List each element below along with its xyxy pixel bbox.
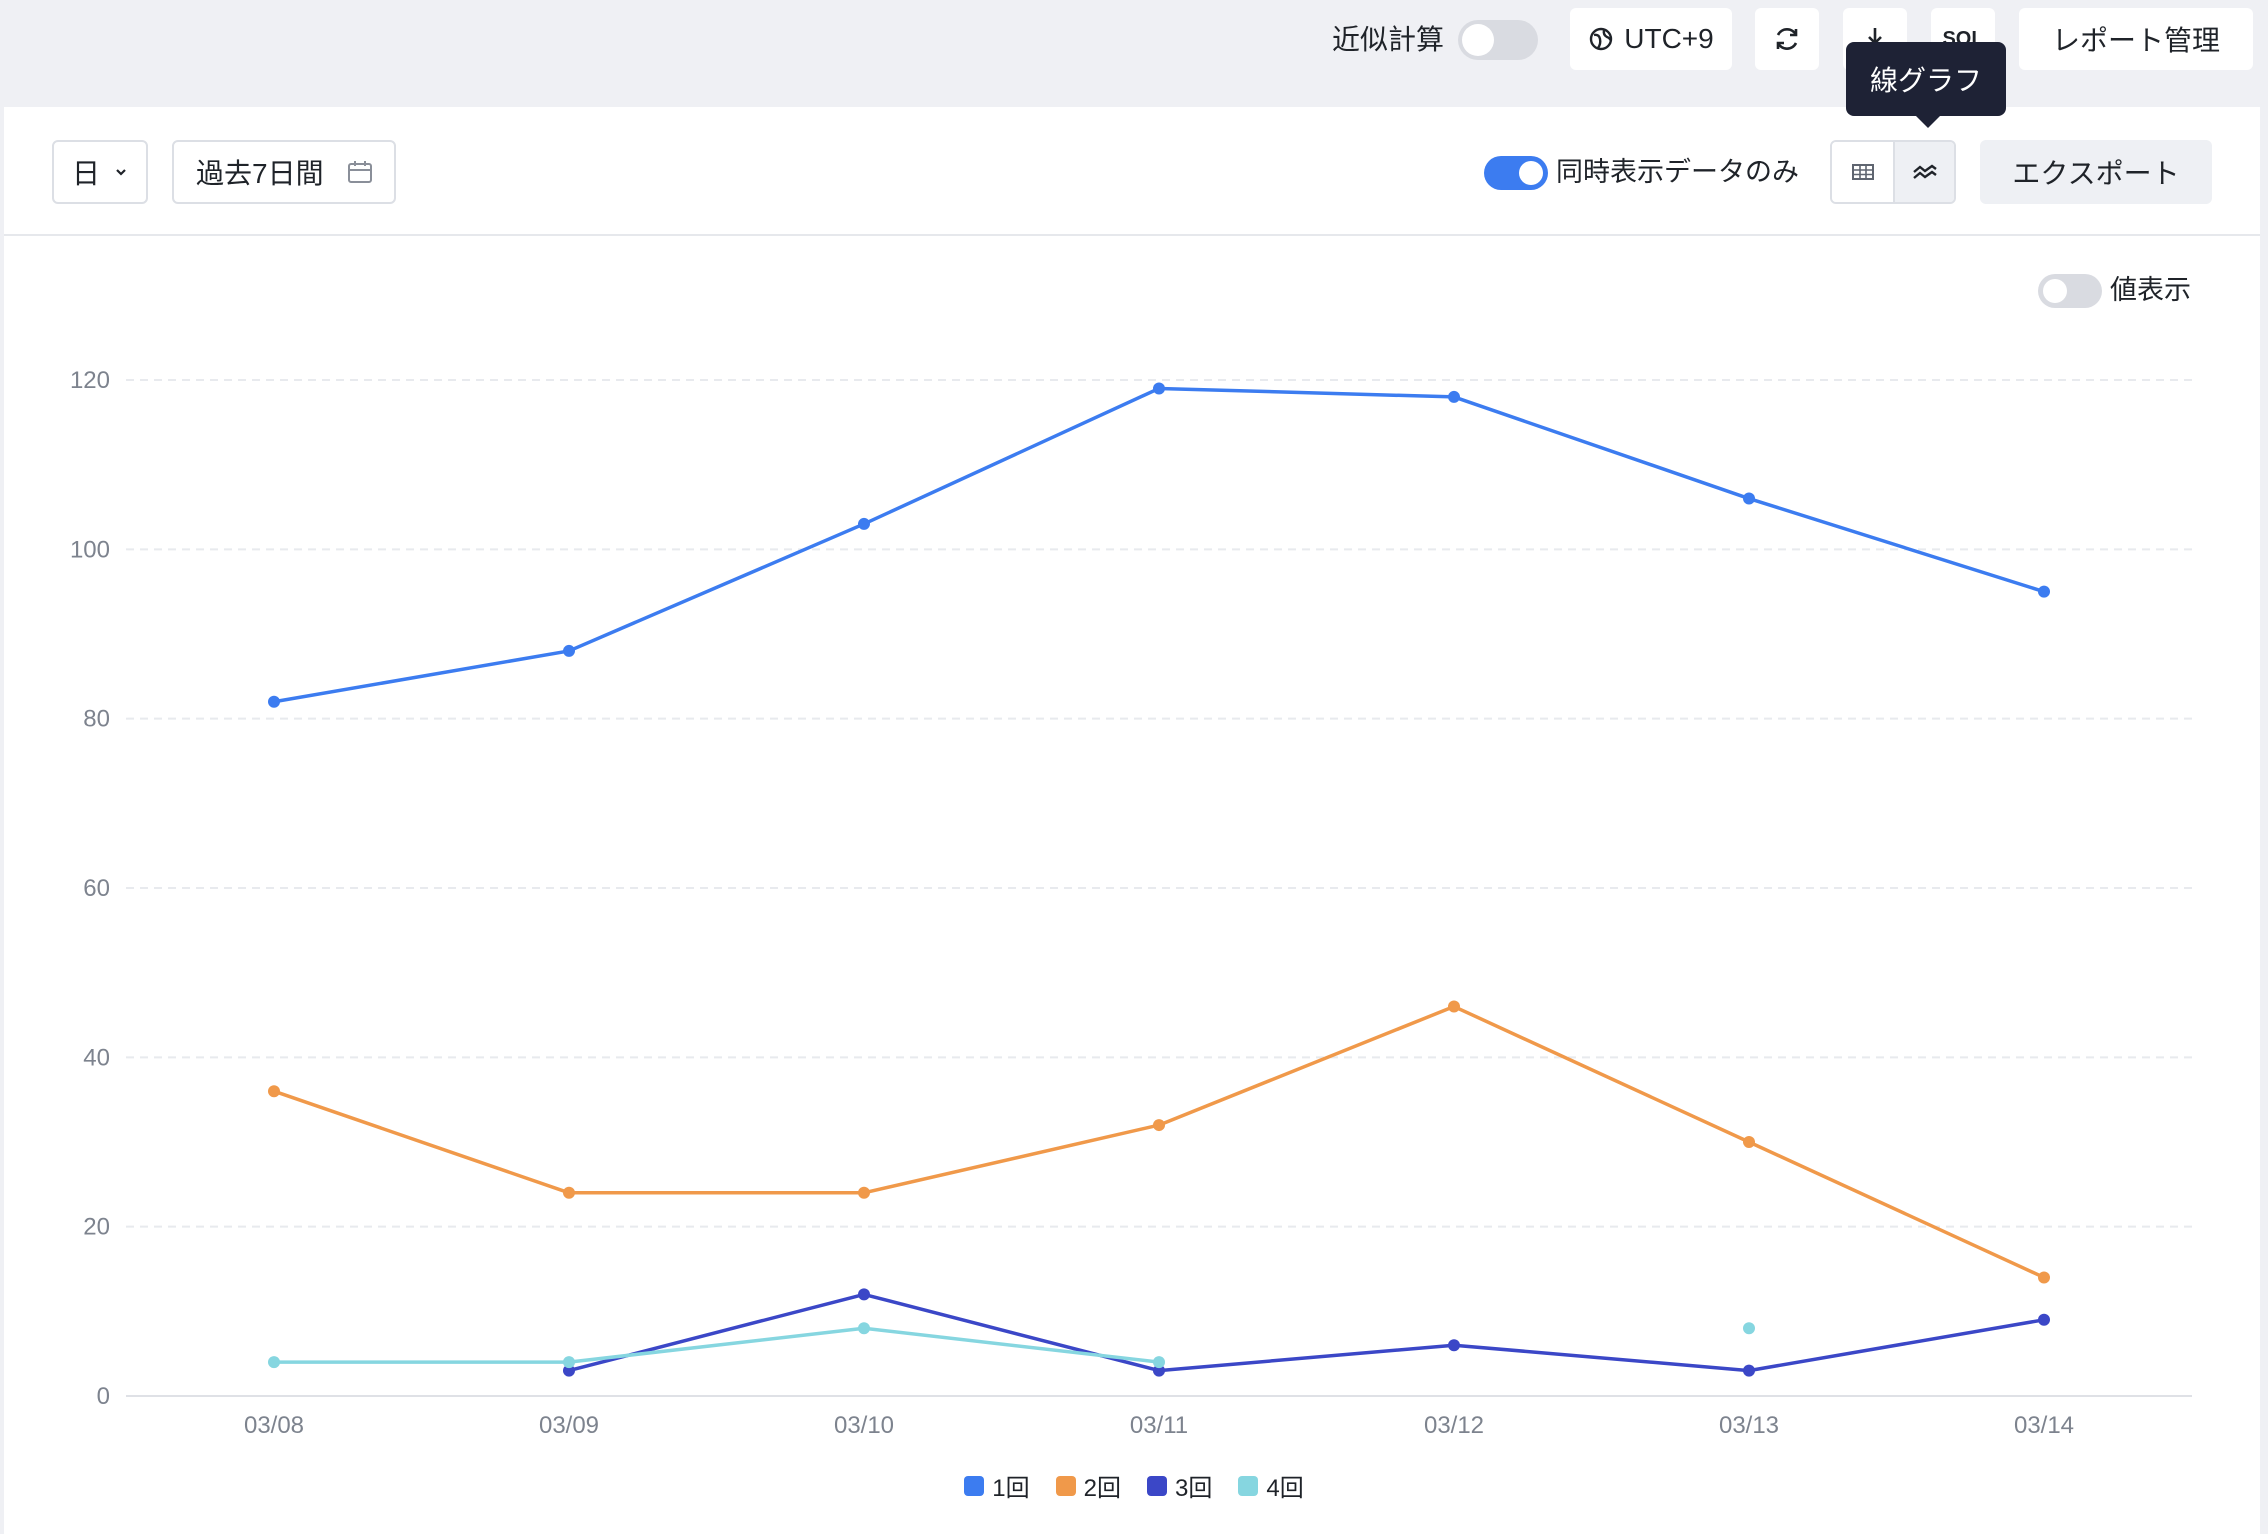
legend-item-4[interactable]: 4回: [1238, 1468, 1304, 1503]
approx-calc-label: 近似計算: [1332, 24, 1445, 55]
globe-icon: [1590, 27, 1613, 51]
data-point-series-3: [1153, 1364, 1165, 1377]
data-point-series-2: [858, 1186, 870, 1199]
data-point-series-2: [563, 1186, 575, 1199]
y-tick-label: 80: [83, 706, 110, 733]
granularity-value: 日: [72, 158, 101, 189]
toolbar-divider: [4, 234, 2260, 236]
chevron-down-icon: [116, 169, 126, 176]
data-point-series-4: [1153, 1356, 1165, 1369]
data-point-series-1: [268, 695, 280, 708]
legend-swatch: [1147, 1475, 1167, 1496]
export-button[interactable]: エクスポート: [1980, 140, 2212, 204]
tooltip-text: 線グラフ: [1869, 65, 1982, 96]
data-point-series-1: [1743, 492, 1755, 505]
legend-swatch: [1055, 1475, 1076, 1496]
report-manage-button[interactable]: レポート管理: [2019, 8, 2253, 70]
y-tick-label: 0: [97, 1383, 110, 1410]
granularity-select[interactable]: 日: [52, 140, 148, 204]
date-range-value: 過去7日間: [196, 158, 324, 189]
table-icon: [1851, 164, 1874, 180]
refresh-icon: [1776, 28, 1798, 50]
series-line-3: [568, 1292, 2045, 1373]
refresh-button[interactable]: [1755, 8, 1819, 70]
value-display-label: 値表示: [2110, 275, 2191, 305]
series-line-4: [274, 1326, 1160, 1364]
y-tick-label: 120: [70, 367, 110, 394]
sync-display-label: 同時表示データのみ: [1556, 157, 1799, 187]
data-point-series-2: [2038, 1271, 2050, 1284]
data-point-series-3: [858, 1288, 870, 1301]
data-point-series-1: [858, 517, 870, 530]
series-line-2: [273, 1004, 2045, 1280]
x-tick-label: 03/12: [1424, 1412, 1484, 1439]
x-tick-label: 03/13: [1719, 1412, 1779, 1439]
data-point-series-1: [563, 644, 575, 657]
legend-swatch: [1238, 1475, 1259, 1496]
series-line-1: [273, 386, 2045, 704]
legend-label: 3回: [1175, 1475, 1213, 1502]
data-point-series-3: [1743, 1364, 1755, 1377]
data-point-series-3: [1448, 1339, 1460, 1352]
x-tick-label: 03/14: [2014, 1412, 2074, 1439]
data-point-series-2: [1743, 1136, 1755, 1148]
x-tick-label: 03/10: [834, 1412, 894, 1439]
x-tick-label: 03/09: [539, 1412, 599, 1439]
data-point-series-2: [268, 1085, 280, 1098]
report-manage-label: レポート管理: [2051, 25, 2220, 56]
date-range-picker[interactable]: 過去7日間: [172, 140, 396, 204]
value-display-toggle[interactable]: [2038, 274, 2102, 308]
data-point-series-4: [858, 1322, 870, 1335]
data-point-series-4: [563, 1356, 575, 1369]
data-point-series-1: [1153, 382, 1165, 395]
legend-label: 1回: [992, 1475, 1030, 1502]
view-switcher: [1830, 140, 1956, 204]
data-point-series-1: [2038, 585, 2050, 598]
y-tick-label: 60: [83, 875, 110, 902]
data-point-series-1: [1448, 390, 1460, 403]
legend-item-1[interactable]: 1回: [964, 1468, 1030, 1503]
approx-calc-toggle[interactable]: [1458, 20, 1538, 60]
y-tick-label: 20: [83, 1214, 110, 1241]
data-point-series-2: [1448, 1000, 1460, 1013]
data-point-series-4: [268, 1356, 280, 1369]
export-label: エクスポート: [2012, 158, 2180, 189]
sync-display-toggle[interactable]: [1484, 156, 1548, 190]
legend-label: 2回: [1083, 1475, 1121, 1502]
legend-label: 4回: [1266, 1475, 1304, 1502]
data-point-series-3: [563, 1364, 575, 1377]
calendar-icon: [347, 161, 372, 183]
timezone-label: UTC+9: [1624, 23, 1714, 54]
chart-legend: 1回 2回 3回 4回: [0, 1468, 2268, 1503]
data-point-series-2: [1153, 1119, 1165, 1132]
legend-item-3[interactable]: 3回: [1147, 1468, 1212, 1503]
line-chart-icon: [1912, 164, 1937, 179]
legend-swatch: [964, 1475, 985, 1496]
legend-item-2[interactable]: 2回: [1055, 1468, 1121, 1503]
timezone-button[interactable]: UTC+9: [1570, 8, 1732, 70]
y-tick-label: 100: [70, 536, 110, 563]
x-tick-label: 03/08: [244, 1412, 304, 1439]
table-view-button[interactable]: [1832, 142, 1893, 202]
view-tooltip: 線グラフ: [1846, 42, 2006, 128]
line-view-button[interactable]: [1895, 142, 1954, 202]
report-panel: [4, 107, 2260, 1534]
y-tick-label: 40: [83, 1044, 110, 1071]
x-tick-label: 03/11: [1130, 1412, 1188, 1439]
data-point-series-3: [2038, 1313, 2050, 1326]
data-point-series-4: [1743, 1322, 1755, 1335]
